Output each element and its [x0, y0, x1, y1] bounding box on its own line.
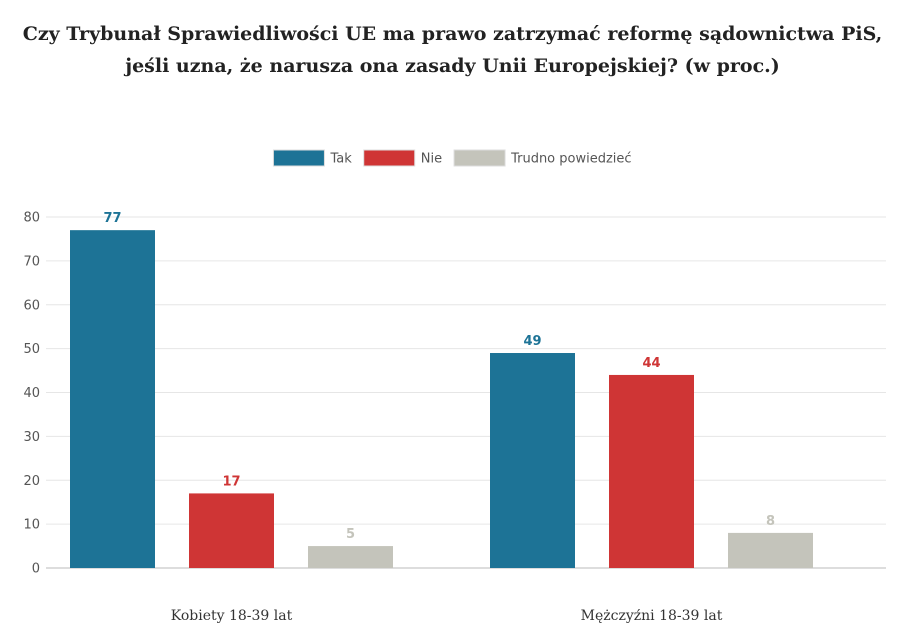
- bar-tak[interactable]: [70, 230, 155, 568]
- data-label: 77: [103, 211, 121, 226]
- chart-title-line-2: jeśli uzna, że narusza ona zasady Unii E…: [125, 55, 780, 77]
- legend-swatch: [363, 149, 416, 167]
- y-tick-label: 80: [23, 211, 40, 226]
- y-axis: 0 10 20 30 40 50 60 70 80: [23, 211, 886, 577]
- category-label: Kobiety 18-39 lat: [171, 608, 293, 624]
- bar-nie[interactable]: [189, 493, 274, 568]
- y-tick-label: 10: [23, 518, 40, 533]
- legend-item-trudno-powiedzieć[interactable]: Trudno powiedzieć: [453, 149, 632, 167]
- bar-trudno-powiedzieć[interactable]: [728, 532, 813, 568]
- y-tick-label: 40: [23, 386, 40, 401]
- legend-label: Nie: [421, 152, 442, 167]
- data-label: 44: [642, 356, 660, 371]
- legend-swatch: [272, 149, 325, 167]
- legend-label: Tak: [329, 152, 352, 167]
- legend: Tak Nie Trudno powiedzieć: [272, 149, 632, 167]
- data-label: 17: [222, 474, 240, 489]
- x-axis: Kobiety 18-39 lat Mężczyźni 18-39 lat: [171, 608, 723, 624]
- legend-item-tak[interactable]: Tak: [272, 149, 352, 167]
- legend-label: Trudno powiedzieć: [510, 152, 631, 167]
- y-tick-label: 70: [23, 254, 40, 269]
- y-tick-label: 0: [32, 562, 40, 577]
- data-labels: 77 17 5 49 44 8: [103, 211, 775, 542]
- bar-trudno-powiedzieć[interactable]: [308, 546, 393, 568]
- bar-tak[interactable]: [490, 353, 575, 568]
- y-tick-label: 50: [23, 342, 40, 357]
- bars: [70, 230, 813, 568]
- legend-swatch: [453, 149, 506, 167]
- data-label: 8: [766, 514, 775, 529]
- y-tick-label: 60: [23, 298, 40, 313]
- chart-title-line-1: Czy Trybunał Sprawiedliwości UE ma prawo…: [22, 23, 883, 45]
- gridlines: [46, 216, 886, 569]
- chart-title: Czy Trybunał Sprawiedliwości UE ma prawo…: [0, 18, 905, 82]
- y-tick-label: 20: [23, 474, 40, 489]
- data-label: 49: [523, 334, 541, 349]
- bar-nie[interactable]: [609, 374, 694, 568]
- y-tick-label: 30: [23, 430, 40, 445]
- legend-item-nie[interactable]: Nie: [363, 149, 442, 167]
- data-label: 5: [346, 527, 355, 542]
- category-label: Mężczyźni 18-39 lat: [581, 608, 723, 624]
